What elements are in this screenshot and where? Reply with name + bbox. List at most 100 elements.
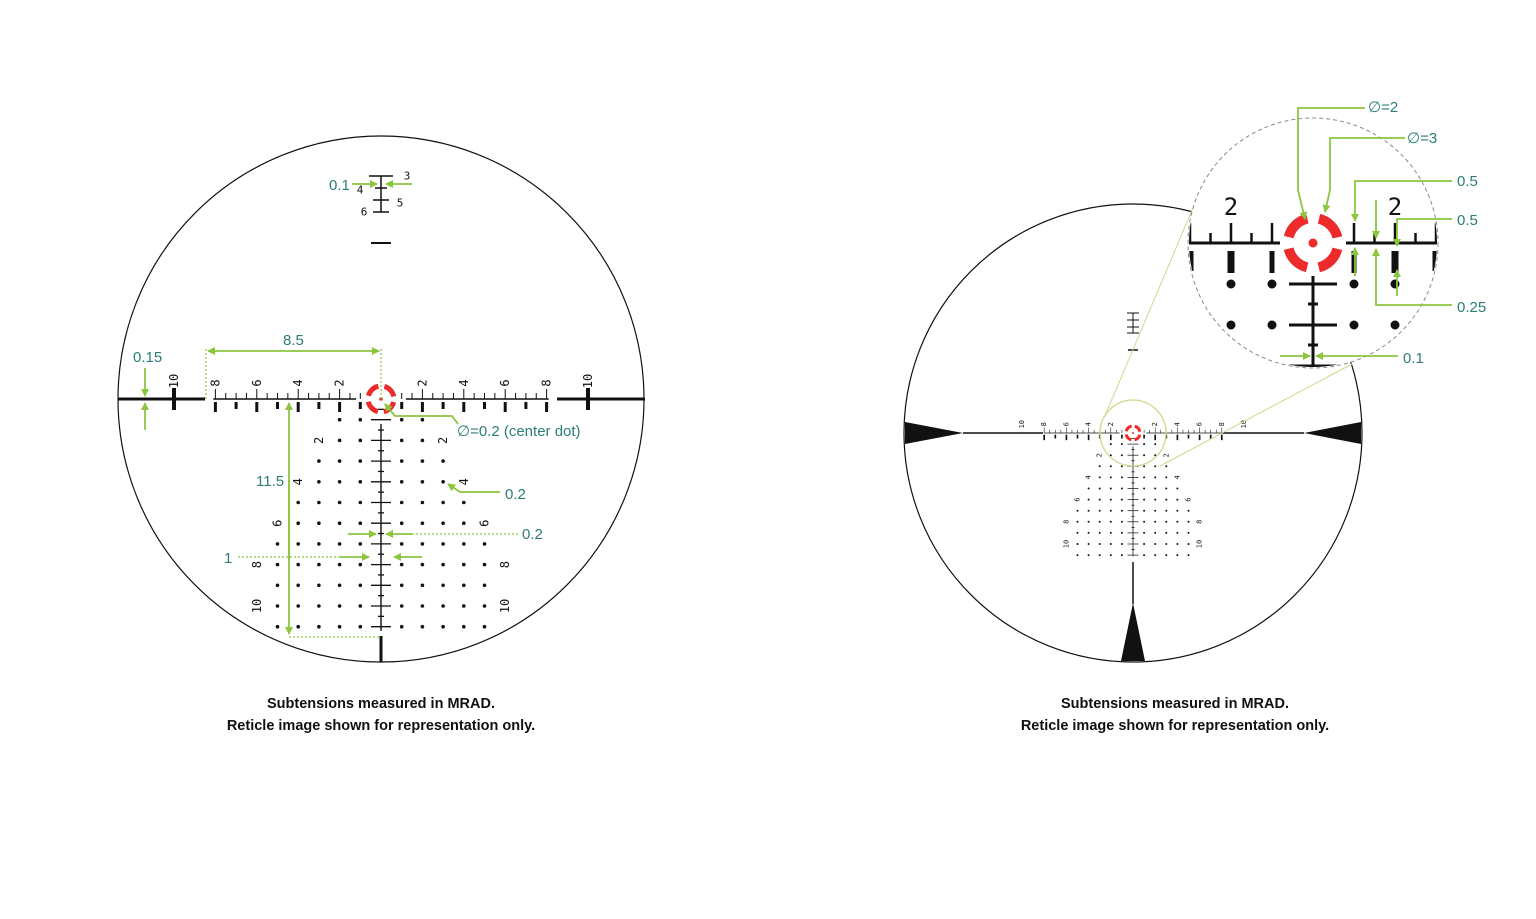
horizontal-scale-number: 8 — [540, 379, 554, 386]
holdover-dot — [337, 438, 342, 443]
holdover-dot — [1076, 509, 1079, 512]
caption-line-1: Subtensions measured in MRAD. — [1060, 696, 1289, 712]
holdover-dot — [1154, 498, 1157, 501]
holdover-dot — [337, 583, 342, 588]
grid-row-number: 4 — [291, 478, 305, 485]
holdover-dot — [1143, 554, 1146, 557]
grid-row-number: 10 — [250, 599, 264, 613]
holdover-dot — [1076, 531, 1079, 534]
outer-ring-leader — [1322, 137, 1405, 213]
holdover-dot — [296, 521, 301, 525]
horizontal-scale-number: 4 — [1173, 422, 1181, 426]
holdover-dot — [337, 417, 342, 422]
holdover-dot — [317, 624, 321, 629]
horizontal-scale-number: 6 — [1196, 422, 1204, 426]
holdover-dot — [1154, 509, 1157, 512]
holdover-dot — [420, 459, 425, 463]
holdover-dot — [275, 624, 280, 629]
holdover-dot — [1226, 320, 1236, 330]
holdover-dot — [482, 562, 487, 567]
holdover-dot — [1154, 520, 1157, 523]
holdover-dot — [1176, 487, 1179, 490]
holdover-dot — [1098, 498, 1101, 501]
holdover-dot — [482, 624, 487, 629]
holdover-dot — [337, 521, 342, 525]
outer-number-left: 10 — [167, 374, 181, 388]
range-stadia-number: 6 — [361, 206, 368, 219]
holdover-dot — [1165, 531, 1168, 534]
holdover-dot — [275, 562, 280, 567]
holdover-dot — [358, 500, 363, 505]
minor-tick-leader — [1372, 248, 1452, 306]
holdover-dot — [1120, 476, 1123, 479]
holdover-dot — [1120, 554, 1123, 557]
holdover-dot — [1109, 509, 1112, 512]
holdover-dot — [296, 562, 301, 567]
holdover-dot — [317, 459, 321, 463]
grid-row-number: 4 — [1085, 475, 1093, 479]
holdover-dot — [1267, 320, 1277, 330]
label-bar-width: 1 — [224, 550, 232, 567]
inset-number: 2 — [1224, 193, 1238, 221]
holdover-dot — [1098, 487, 1101, 490]
holdover-dot — [337, 542, 342, 546]
holdover-dot — [1120, 465, 1123, 468]
holdover-dot — [1187, 509, 1190, 512]
holdover-dot — [462, 542, 466, 546]
grid-row-number: 2 — [436, 437, 450, 444]
label-minor-tick: 0.25 — [1457, 299, 1486, 316]
grid-row-number: 4 — [1173, 475, 1181, 479]
holdover-dot — [1120, 454, 1123, 457]
grid-row-number: 10 — [1196, 540, 1204, 548]
holdover-dot — [1087, 554, 1090, 557]
left-reticle: 8 6 4 2 2 4 6 8 2 2 4 4 6 6 8 8 10 10 10 10 3 4 5 6 — [117, 135, 645, 663]
horizontal-scale-number: 6 — [1062, 422, 1070, 426]
holdover-dot — [482, 583, 487, 588]
bar-length-leader — [1393, 218, 1452, 247]
caption-line-2: Reticle image shown for representation o… — [226, 718, 536, 734]
holdover-dot — [358, 438, 363, 443]
horizontal-scale-number: 2 — [1151, 422, 1159, 426]
major-tick-leader — [1351, 180, 1452, 222]
horizontal-scale-number: 4 — [1085, 422, 1093, 426]
holdover-dot — [358, 542, 363, 546]
holdover-dot — [1109, 520, 1112, 523]
holdover-dot — [1109, 498, 1112, 501]
holdover-dot — [399, 583, 404, 588]
holdover-dot — [317, 521, 321, 525]
holdover-dot — [317, 604, 321, 608]
holdover-dot — [1087, 509, 1090, 512]
holdover-dot — [317, 500, 321, 505]
holdover-dot — [1267, 279, 1277, 289]
holdover-dot — [317, 480, 321, 484]
horizontal-scale-number: 10 — [1018, 420, 1026, 428]
holdover-dot — [1098, 520, 1101, 523]
horizontal-scale-number: 6 — [250, 379, 264, 386]
holdover-dot — [399, 480, 404, 484]
holdover-dot — [1390, 279, 1400, 289]
holdover-dot — [358, 521, 363, 525]
label-half-width: 8.5 — [283, 332, 304, 349]
label-line-width: 0.1 — [1403, 350, 1424, 367]
holdover-dot — [1143, 454, 1146, 457]
holdover-dot — [482, 604, 487, 608]
holdover-dot — [296, 583, 301, 588]
holdover-dot — [1165, 520, 1168, 523]
caption-line-1: Subtensions measured in MRAD. — [266, 696, 495, 712]
grid-row-number: 8 — [1062, 520, 1070, 524]
holdover-dot — [1349, 279, 1359, 289]
range-stadia-number: 3 — [404, 170, 411, 183]
holdover-dot — [462, 624, 466, 629]
grid-row-number: 6 — [1074, 497, 1082, 501]
right-caption: Subtensions measured in MRAD. Reticle im… — [925, 693, 1425, 737]
holdover-dot — [1154, 487, 1157, 490]
holdover-dot — [1143, 465, 1146, 468]
holdover-dot — [296, 542, 301, 546]
grid-row-number: 6 — [271, 520, 285, 527]
holdover-dot — [1109, 454, 1112, 457]
holdover-dot — [420, 438, 425, 443]
holdover-dot — [1109, 465, 1112, 468]
grid-row-number: 2 — [312, 437, 326, 444]
horizontal-scale-number: 2 — [333, 379, 347, 386]
holdover-dot — [1076, 520, 1079, 523]
